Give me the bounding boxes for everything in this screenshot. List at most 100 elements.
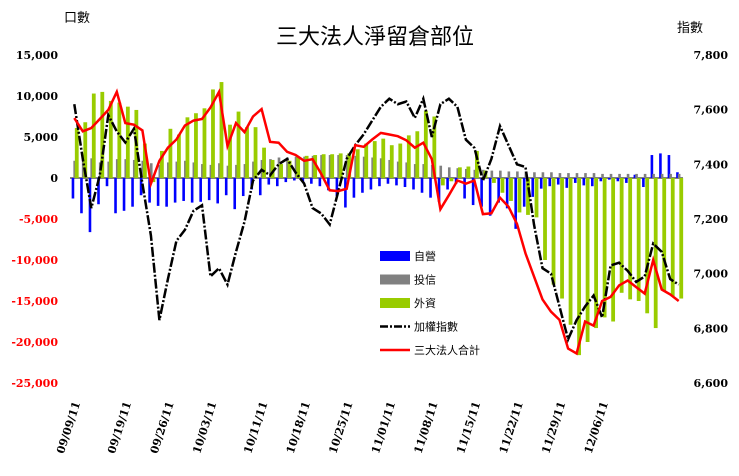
bar-dealer-65 xyxy=(625,178,628,183)
right-tick-label: 7,600 xyxy=(694,104,729,117)
bar-foreign-38 xyxy=(398,143,403,178)
bar-trust-35 xyxy=(371,157,374,178)
bar-foreign-68 xyxy=(653,178,658,329)
bar-trust-11 xyxy=(167,162,170,178)
bar-foreign-3 xyxy=(100,91,105,178)
bar-foreign-54 xyxy=(534,178,539,218)
bar-trust-18 xyxy=(226,165,230,178)
index-line xyxy=(73,94,680,344)
bar-trust-25 xyxy=(286,157,289,178)
bar-dealer-5 xyxy=(114,178,117,214)
bar-trust-49 xyxy=(490,170,494,178)
bar-dealer-60 xyxy=(582,178,586,186)
bar-dealer-34 xyxy=(361,178,364,193)
bar-trust-54 xyxy=(533,172,536,178)
bar-dealer-58 xyxy=(565,178,569,188)
x-tick-label: 09/19/11 xyxy=(105,400,134,455)
right-axis-unit: 指數 xyxy=(677,21,703,36)
x-tick-label: 09/26/11 xyxy=(148,400,177,455)
right-tick-label: 6,800 xyxy=(694,322,729,335)
bar-foreign-63 xyxy=(611,178,616,322)
bar-trust-70 xyxy=(669,173,672,178)
bar-trust-46 xyxy=(465,168,468,178)
bar-dealer-26 xyxy=(293,178,296,181)
bar-trust-57 xyxy=(558,173,562,178)
chart-title: 三大法人淨留倉部位 xyxy=(276,25,474,50)
bar-foreign-45 xyxy=(457,167,462,178)
left-tick-label: 0 xyxy=(50,172,58,185)
bar-foreign-49 xyxy=(492,178,496,183)
bar-foreign-62 xyxy=(602,178,607,318)
bar-trust-38 xyxy=(396,161,400,178)
bar-dealer-29 xyxy=(318,178,322,187)
bar-dealer-41 xyxy=(420,178,424,193)
bar-dealer-38 xyxy=(395,178,398,186)
bar-foreign-71 xyxy=(679,178,684,299)
bar-trust-63 xyxy=(609,173,613,178)
left-tick-label: 5,000 xyxy=(24,131,59,144)
bar-trust-71 xyxy=(677,173,681,178)
bar-dealer-71 xyxy=(676,172,679,178)
bar-dealer-63 xyxy=(608,178,611,180)
right-axis-ticks: 6,600 6,800 7,000 7,200 7,400 7,600 7,800 xyxy=(694,49,729,390)
bar-foreign-21 xyxy=(253,127,258,178)
bar-dealer-28 xyxy=(310,178,313,184)
bar-trust-32 xyxy=(345,155,349,178)
bar-foreign-13 xyxy=(185,117,190,178)
bar-dealer-49 xyxy=(488,178,492,216)
x-tick-label: 11/29/11 xyxy=(539,400,568,455)
bar-dealer-37 xyxy=(386,178,390,184)
bar-dealer-46 xyxy=(463,178,466,199)
left-tick-label: 10,000 xyxy=(16,90,58,103)
x-tick-label: 12/06/11 xyxy=(582,400,611,455)
bar-foreign-8 xyxy=(142,143,147,178)
bar-foreign-6 xyxy=(125,106,130,178)
bar-foreign-44 xyxy=(449,178,454,182)
legend-label: 自營 xyxy=(414,250,436,263)
line-series xyxy=(73,88,680,356)
bar-trust-1 xyxy=(81,159,85,178)
bar-trust-33 xyxy=(354,155,357,178)
bar-dealer-50 xyxy=(497,178,500,203)
bar-trust-69 xyxy=(660,173,664,178)
bar-foreign-12 xyxy=(177,134,181,178)
bar-foreign-55 xyxy=(543,178,547,260)
bar-dealer-66 xyxy=(633,174,637,178)
x-tick-label: 11/15/11 xyxy=(454,400,483,455)
bar-trust-29 xyxy=(320,155,323,178)
x-tick-label: 10/03/11 xyxy=(190,400,219,455)
bar-foreign-19 xyxy=(236,111,241,178)
bar-trust-4 xyxy=(107,161,111,178)
bar-dealer-44 xyxy=(446,178,449,190)
legend-label: 三大法人合計 xyxy=(414,343,480,357)
bar-trust-37 xyxy=(388,159,391,178)
bar-foreign-42 xyxy=(432,116,437,178)
bar-dealer-47 xyxy=(471,178,475,206)
bar-dealer-20 xyxy=(241,178,245,197)
bar-foreign-64 xyxy=(619,178,624,293)
bar-trust-51 xyxy=(507,171,511,178)
bar-foreign-1 xyxy=(83,122,88,178)
bar-trust-8 xyxy=(141,160,145,178)
x-axis-ticks: 09/09/11 09/19/11 09/26/11 10/03/11 10/11/11… xyxy=(54,400,611,455)
bar-trust-12 xyxy=(175,161,179,178)
bar-trust-61 xyxy=(592,173,596,178)
right-tick-label: 7,800 xyxy=(694,49,729,62)
bar-trust-50 xyxy=(499,170,502,178)
bar-dealer-14 xyxy=(190,178,194,203)
bar-trust-28 xyxy=(311,155,315,178)
legend-label: 外資 xyxy=(414,297,436,310)
bar-dealer-57 xyxy=(556,178,560,185)
bar-trust-45 xyxy=(456,168,460,178)
bar-dealer-39 xyxy=(403,178,407,188)
bar-dealer-53 xyxy=(522,178,526,207)
bar-dealer-42 xyxy=(429,178,432,198)
right-tick-label: 7,400 xyxy=(694,158,729,171)
bar-dealer-19 xyxy=(233,178,237,210)
bar-trust-42 xyxy=(430,164,434,178)
bar-dealer-70 xyxy=(667,155,671,178)
bar-foreign-14 xyxy=(194,113,198,178)
bar-trust-17 xyxy=(218,163,221,178)
bar-dealer-22 xyxy=(258,178,262,196)
bar-dealer-36 xyxy=(378,178,381,187)
